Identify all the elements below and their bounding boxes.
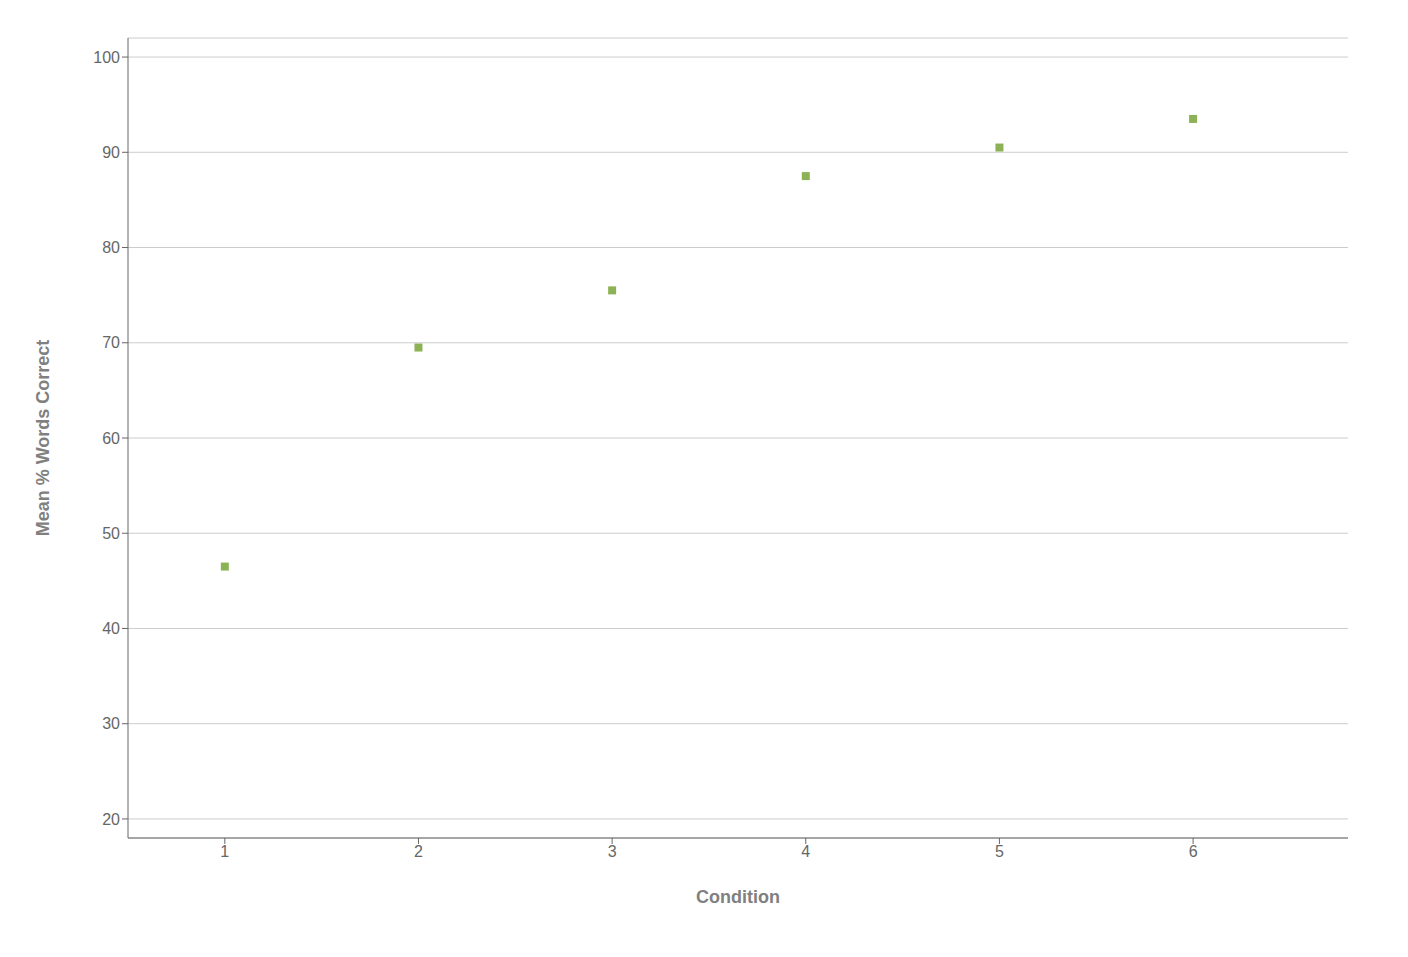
svg-text:30: 30 <box>102 715 120 732</box>
svg-text:100: 100 <box>93 49 120 66</box>
svg-text:90: 90 <box>102 144 120 161</box>
svg-text:Mean % Words Correct: Mean % Words Correct <box>33 340 53 537</box>
svg-text:5: 5 <box>995 843 1004 860</box>
svg-text:1: 1 <box>220 843 229 860</box>
svg-text:60: 60 <box>102 430 120 447</box>
svg-text:2: 2 <box>414 843 423 860</box>
svg-text:80: 80 <box>102 239 120 256</box>
svg-text:20: 20 <box>102 811 120 828</box>
svg-text:3: 3 <box>608 843 617 860</box>
svg-text:6: 6 <box>1189 843 1198 860</box>
svg-text:50: 50 <box>102 525 120 542</box>
svg-text:40: 40 <box>102 620 120 637</box>
svg-text:4: 4 <box>801 843 810 860</box>
svg-text:70: 70 <box>102 334 120 351</box>
svg-text:Condition: Condition <box>696 887 780 907</box>
